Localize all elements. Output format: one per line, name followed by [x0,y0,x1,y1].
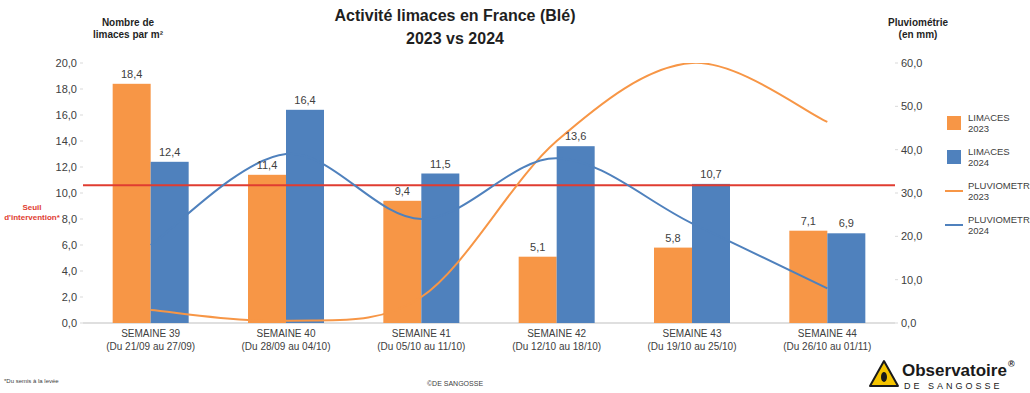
legend-entry: PLUVIOMETRIE2024 [945,214,1030,236]
data-label: 11,5 [430,158,451,170]
data-labels: 18,4 11,4 9,4 5,1 5,8 7,1 12,4 16,4 11,5 13,6 10,7… [121,68,854,253]
source: ©DE SANGOSSE [427,380,483,387]
plot-marks [83,63,895,323]
y2-tick [895,236,898,237]
y2-tick [895,149,898,150]
x-tick-label: SEMAINE 44(Du 26/10 au 01/11) [783,328,871,352]
y-tick [80,297,83,298]
y-tick [80,167,83,168]
data-label: 5,8 [665,232,680,244]
y-tick [80,323,83,324]
x-tick-label: SEMAINE 43(Du 19/10 au 25/10) [648,328,737,352]
y-tick [80,219,83,220]
y-tick [80,89,83,90]
y-tick-label: 0,0 [62,317,77,329]
x-tick-label: SEMAINE 41(Du 05/10 au 11/10) [377,328,465,352]
bar [248,175,286,323]
data-label: 18,4 [121,68,142,80]
legend-entry: PLUVIOMETRIE2023 [945,180,1030,202]
y-tick-label: 18,0 [56,83,77,95]
x-tick-label: SEMAINE 39(Du 21/09 au 27/09) [106,328,195,352]
logo-icon-detail [881,372,887,382]
data-label: 9,4 [395,185,410,197]
bar [421,174,459,324]
y-tick-label: 10,0 [56,187,77,199]
bar [557,146,595,323]
y-tick-label: 14,0 [56,135,77,147]
legend-label: PLUVIOMETRIE2024 [968,214,1030,236]
bar [113,84,151,323]
brand-sub: DE SANGOSSE [904,381,1003,391]
data-label: 5,1 [530,241,545,253]
footnote: *Du semis à la levée [4,378,59,384]
y2-tick-label: 0,0 [901,317,916,329]
subtitle: 2023 vs 2024 [406,30,504,47]
chart: Activité limaces en France (Blé) 2023 vs … [0,0,1030,393]
bar [519,257,557,323]
y-tick-label: 8,0 [62,213,77,225]
y-tick [80,193,83,194]
legend-entry: LIMACES2023 [947,112,1010,134]
y2-tick-label: 40,0 [901,144,922,156]
bar [692,184,730,323]
y2-tick-label: 60,0 [901,57,922,69]
logo: Observatoire® DE SANGOSSE [870,359,1015,391]
y2-tick [895,323,898,324]
line [151,63,828,321]
x-tick-label: SEMAINE 42(Du 12/10 au 18/10) [512,328,601,352]
y-tick [80,115,83,116]
line [151,154,828,289]
legend-label: PLUVIOMETRIE2023 [968,180,1030,202]
legend-label: LIMACES2023 [968,112,1010,134]
brand-mark: ® [1008,359,1015,369]
bar [789,231,827,323]
y2-tick-label: 30,0 [901,187,922,199]
bar [654,248,692,323]
data-label: 12,4 [159,146,180,158]
y2-tick-label: 50,0 [901,100,922,112]
y-tick-label: 16,0 [56,109,77,121]
threshold-line [83,184,895,186]
y-axis-label: Nombre delimaces par m² [93,17,164,40]
y-tick [80,63,83,64]
y-tick [80,141,83,142]
y2-tick [895,63,898,64]
y2-tick-label: 20,0 [901,230,922,242]
y2-tick [895,279,898,280]
data-label: 6,9 [839,217,854,229]
bar [286,110,324,323]
y-tick-label: 4,0 [62,265,77,277]
threshold-label: Seuild'intervention* [4,203,61,222]
title: Activité limaces en France (Blé) [335,7,576,24]
data-label: 11,4 [257,159,278,171]
legend-symbol [947,150,961,164]
y-tick [80,271,83,272]
legend-symbol [945,190,963,192]
y-tick-label: 6,0 [62,239,77,251]
x-axis-line [83,323,895,324]
brand: Observatoire [902,361,1007,380]
legend-symbol [945,224,963,226]
logo-icon [870,361,898,386]
y-tick-label: 12,0 [56,161,77,173]
y-tick-label: 20,0 [56,57,77,69]
legend-symbol [947,116,961,130]
x-tick-label: SEMAINE 40(Du 28/09 au 04/10) [242,328,331,352]
data-label: 13,6 [565,130,586,142]
data-label: 7,1 [801,215,816,227]
legend-entry: LIMACES2024 [947,146,1010,168]
y-tick [80,245,83,246]
y2-axis-label: Pluviométrie(en mm) [888,17,948,40]
bar [827,233,865,323]
data-label: 10,7 [700,168,721,180]
y2-tick-label: 10,0 [901,274,922,286]
y2-tick [895,193,898,194]
y2-tick [895,106,898,107]
data-label: 16,4 [294,94,315,106]
legend-label: LIMACES2024 [968,146,1010,168]
y-tick-label: 2,0 [62,291,77,303]
